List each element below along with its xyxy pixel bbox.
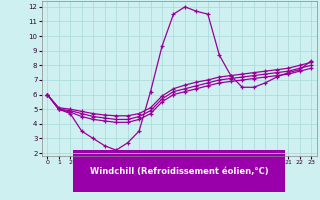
- X-axis label: Windchill (Refroidissement éolien,°C): Windchill (Refroidissement éolien,°C): [90, 167, 268, 176]
